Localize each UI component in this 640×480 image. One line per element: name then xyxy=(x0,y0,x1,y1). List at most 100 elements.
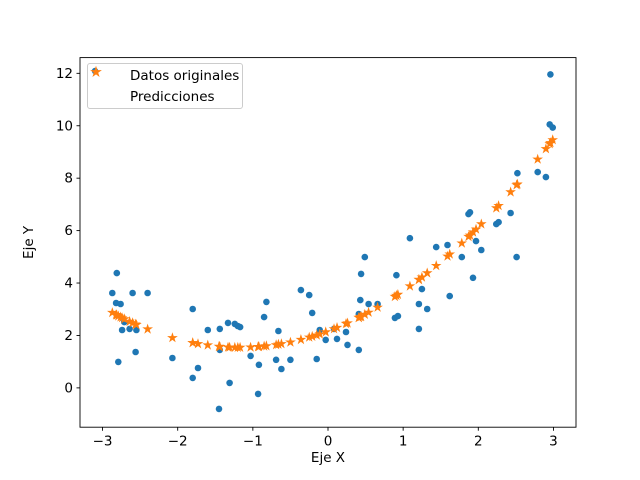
data-point xyxy=(118,326,126,334)
data-point xyxy=(542,173,550,181)
prediction-point xyxy=(142,323,153,334)
y-tick-label: 4 xyxy=(64,276,73,292)
prediction-point xyxy=(167,332,178,343)
data-point xyxy=(355,346,363,354)
data-point xyxy=(514,169,521,177)
data-point xyxy=(308,309,316,317)
data-point xyxy=(169,354,176,362)
data-point xyxy=(189,305,196,313)
x-tick-label: 0 xyxy=(324,434,333,450)
data-point xyxy=(216,325,224,333)
prediction-point xyxy=(355,311,367,322)
data-point xyxy=(305,291,313,299)
original-data-points xyxy=(109,71,556,413)
data-point xyxy=(458,253,466,261)
legend: Datos originales Predicciones xyxy=(87,63,243,109)
prediction-point xyxy=(540,143,552,154)
data-point xyxy=(272,356,280,364)
prediction-point xyxy=(512,178,523,189)
prediction-point xyxy=(234,341,246,352)
prediction-point xyxy=(273,338,284,349)
data-point xyxy=(415,300,423,308)
legend-item-prediction: Predicciones xyxy=(90,65,242,106)
data-point xyxy=(469,274,477,282)
data-point xyxy=(313,355,321,363)
data-point xyxy=(322,336,330,344)
x-tick-label: 3 xyxy=(549,434,558,450)
data-point xyxy=(342,328,350,336)
data-point xyxy=(394,312,402,320)
data-point xyxy=(495,218,502,226)
data-point xyxy=(393,271,400,279)
y-tick-label: 0 xyxy=(64,380,73,396)
prediction-point xyxy=(202,339,214,350)
x-tick-label: 2 xyxy=(474,434,483,450)
legend-label-prediction: Predicciones xyxy=(130,88,215,105)
y-axis-title: Eje Y xyxy=(21,225,37,259)
x-axis-title: Eje X xyxy=(311,450,345,466)
data-point xyxy=(247,352,254,360)
data-point xyxy=(133,326,140,334)
prediction-point xyxy=(372,301,383,312)
data-point xyxy=(549,124,556,131)
data-point xyxy=(361,253,369,261)
prediction-point xyxy=(359,308,371,319)
data-point xyxy=(507,209,514,217)
data-point xyxy=(109,289,116,297)
data-point xyxy=(478,246,485,254)
data-point xyxy=(357,296,364,304)
data-point xyxy=(189,374,196,382)
data-point xyxy=(432,243,440,251)
data-point xyxy=(117,300,124,308)
data-point xyxy=(224,319,232,327)
x-tick-label: −1 xyxy=(243,434,263,450)
data-point xyxy=(215,405,223,413)
data-point xyxy=(365,300,372,308)
data-point xyxy=(513,253,520,261)
data-point xyxy=(194,364,202,372)
data-point xyxy=(132,348,139,356)
prediction-point xyxy=(404,280,416,291)
data-point xyxy=(446,292,454,300)
prediction-points xyxy=(107,134,558,352)
data-point xyxy=(547,71,554,78)
y-tick-label: 2 xyxy=(64,328,73,344)
data-point xyxy=(113,269,121,277)
y-tick-label: 10 xyxy=(56,118,73,134)
data-point xyxy=(204,326,212,334)
data-point xyxy=(472,237,480,245)
prediction-point xyxy=(303,331,315,342)
prediction-point xyxy=(505,186,516,197)
x-axis: −3 −2 −1 0 1 2 3 xyxy=(93,427,558,450)
data-point xyxy=(333,335,341,343)
prediction-point xyxy=(306,330,318,341)
prediction-point xyxy=(261,340,272,351)
prediction-point xyxy=(464,229,476,240)
x-tick-label: −2 xyxy=(168,434,188,450)
prediction-point xyxy=(127,317,138,328)
prediction-point xyxy=(245,341,256,352)
data-point xyxy=(406,234,414,242)
prediction-point xyxy=(119,313,130,324)
axes-spines xyxy=(79,57,577,428)
data-point xyxy=(287,356,294,364)
data-point xyxy=(144,289,151,297)
prediction-point xyxy=(320,326,332,337)
prediction-point xyxy=(285,336,296,347)
data-point xyxy=(255,361,263,369)
data-point xyxy=(226,379,233,387)
data-point xyxy=(534,168,541,176)
prediction-point xyxy=(467,226,479,237)
prediction-point xyxy=(187,337,199,348)
prediction-point xyxy=(295,334,307,345)
y-axis: 0 2 4 6 8 10 12 xyxy=(56,66,80,396)
data-point xyxy=(260,313,268,321)
prediction-point xyxy=(253,341,265,352)
data-point xyxy=(444,241,451,249)
prediction-point xyxy=(224,341,235,352)
prediction-point xyxy=(532,153,543,164)
data-point xyxy=(115,358,122,366)
prediction-point xyxy=(430,260,442,271)
